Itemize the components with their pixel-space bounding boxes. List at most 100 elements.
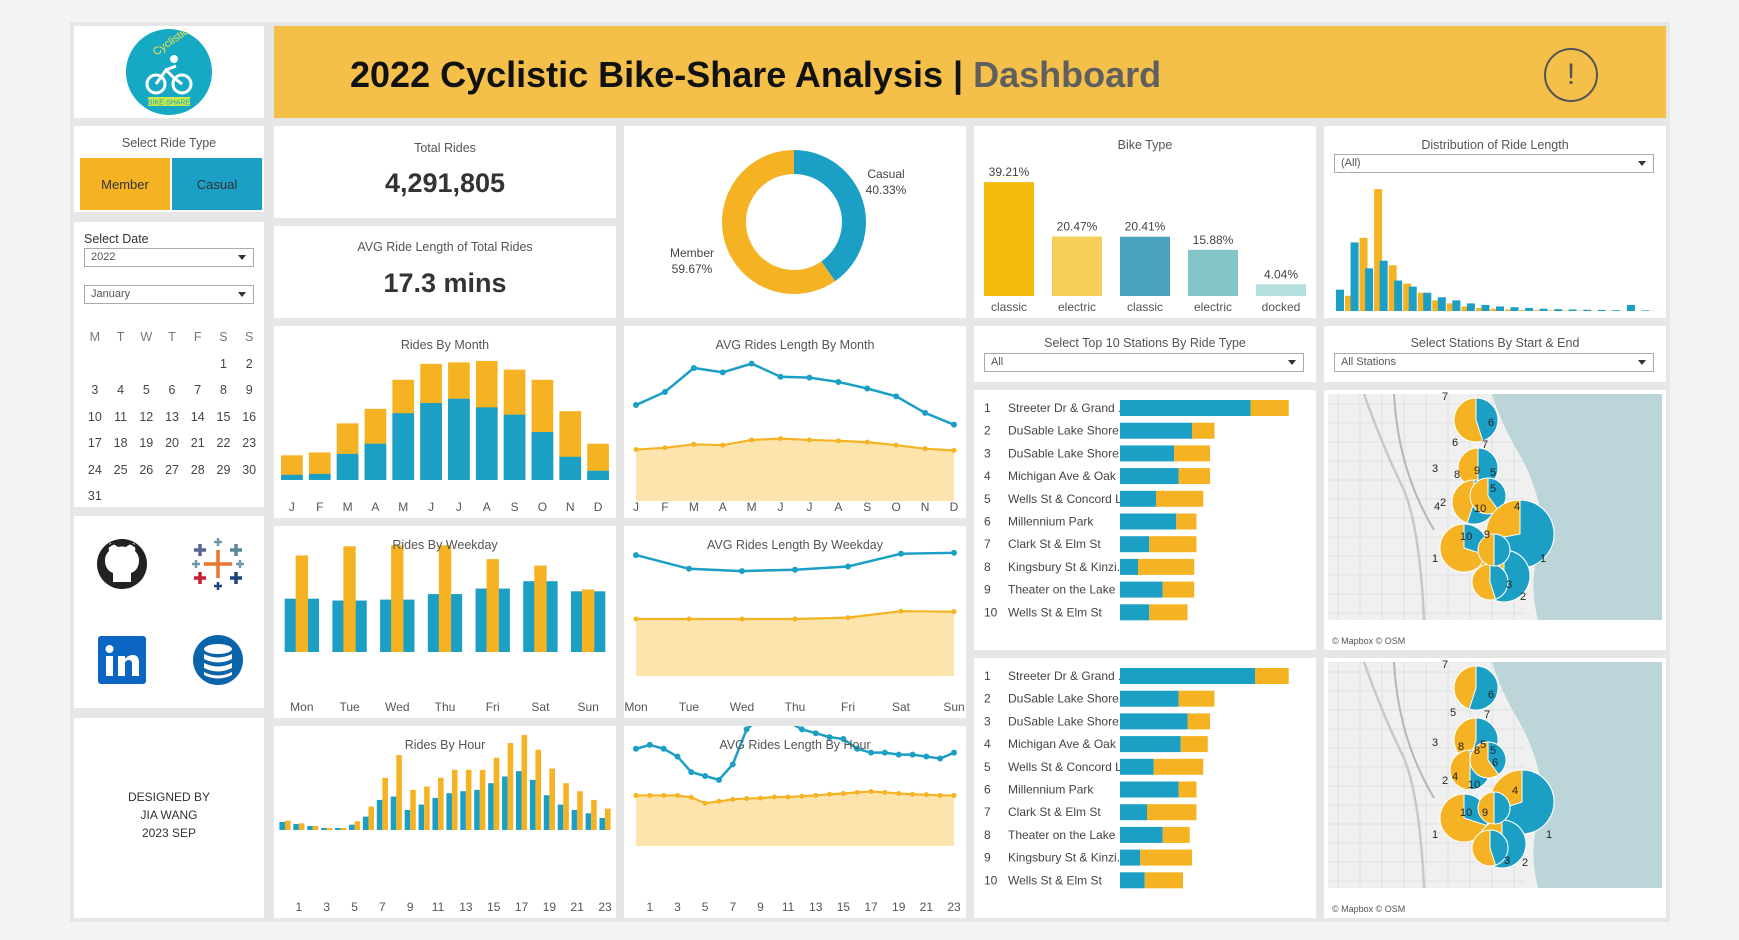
calendar-day[interactable]: 27 bbox=[165, 462, 179, 477]
member-point bbox=[771, 794, 777, 800]
station-rank: 6 bbox=[984, 783, 991, 797]
bike-type-bar bbox=[1256, 284, 1306, 296]
casual-line bbox=[635, 726, 955, 782]
calendar-day[interactable]: 21 bbox=[190, 436, 205, 451]
member-area bbox=[636, 611, 954, 676]
calendar-day[interactable]: 6 bbox=[168, 383, 176, 398]
avg-length-label: AVG Ride Length of Total Rides bbox=[357, 240, 533, 254]
x-tick-label: N bbox=[566, 500, 575, 514]
station-start-end-select[interactable]: All Stations bbox=[1334, 353, 1654, 372]
x-tick-label: F bbox=[316, 500, 323, 514]
calendar-week: 31 bbox=[82, 483, 262, 510]
casual-point bbox=[951, 421, 957, 428]
station-rank: 8 bbox=[984, 828, 991, 842]
x-tick-label: 9 bbox=[757, 900, 764, 914]
bike-type-data-label: 20.47% bbox=[1057, 220, 1098, 234]
calendar-day[interactable]: 14 bbox=[190, 409, 205, 424]
chevron-down-icon bbox=[1638, 360, 1646, 365]
casual-point bbox=[881, 749, 888, 756]
calendar-day[interactable]: 20 bbox=[165, 436, 179, 451]
calendar-day[interactable]: 23 bbox=[242, 436, 257, 451]
tableau-icon[interactable] bbox=[192, 538, 244, 590]
calendar-day[interactable]: 25 bbox=[113, 462, 128, 477]
calendar-day[interactable]: 9 bbox=[245, 383, 253, 398]
calendar-day[interactable]: 22 bbox=[216, 436, 231, 451]
calendar-day[interactable]: 2 bbox=[245, 356, 253, 371]
date-title: Select Date bbox=[84, 232, 149, 246]
calendar-day[interactable]: 15 bbox=[216, 409, 231, 424]
bar-casual bbox=[531, 432, 554, 480]
dashboard: Cyclistic BIKE-SHARE 2022 Cyclistic Bike… bbox=[70, 22, 1670, 922]
x-tick-label: 23 bbox=[947, 900, 961, 914]
calendar-day[interactable]: 16 bbox=[242, 409, 257, 424]
calendar-day[interactable]: 24 bbox=[87, 462, 102, 477]
station-ride-type-select[interactable]: All bbox=[984, 353, 1304, 372]
calendar-day[interactable]: 31 bbox=[87, 489, 102, 504]
linkedin-icon[interactable] bbox=[98, 636, 146, 684]
dist-bar-casual bbox=[1554, 309, 1563, 311]
dist-bar-casual bbox=[1597, 309, 1606, 311]
bar-casual bbox=[503, 414, 526, 480]
x-tick-label: A bbox=[483, 500, 491, 514]
month-select[interactable]: January bbox=[84, 285, 254, 304]
calendar-day[interactable]: 1 bbox=[219, 356, 227, 371]
calendar-day[interactable]: 18 bbox=[113, 436, 128, 451]
bar-casual bbox=[376, 799, 383, 830]
calendar-day[interactable]: 13 bbox=[165, 409, 179, 424]
member-button[interactable]: Member bbox=[80, 158, 170, 210]
casual-point bbox=[690, 364, 697, 371]
station-bar-member bbox=[1144, 872, 1183, 889]
avg-weekday-panel: AVG Rides Length By Weekday Mon Tue Wed Thu… bbox=[624, 526, 966, 718]
github-icon[interactable] bbox=[97, 539, 147, 589]
calendar-weekday: W bbox=[140, 330, 153, 345]
x-tick-label: 19 bbox=[892, 900, 906, 914]
info-button[interactable]: ! bbox=[1544, 48, 1598, 102]
bar-member bbox=[451, 769, 458, 830]
calendar-day[interactable]: 10 bbox=[87, 409, 102, 424]
casual-button[interactable]: Casual bbox=[172, 158, 262, 210]
page-subtitle: Dashboard bbox=[973, 54, 1162, 95]
calendar-day[interactable]: 17 bbox=[87, 436, 102, 451]
calendar-day[interactable]: 26 bbox=[139, 462, 154, 477]
x-tick-label: 11 bbox=[432, 900, 445, 914]
calendar-day[interactable]: 30 bbox=[242, 462, 257, 477]
casual-point bbox=[686, 565, 692, 572]
member-line bbox=[635, 437, 955, 452]
calendar-day[interactable]: 12 bbox=[139, 409, 154, 424]
dist-bar-casual bbox=[1336, 289, 1344, 311]
calendar-day[interactable]: 19 bbox=[139, 436, 154, 451]
member-point bbox=[633, 792, 639, 798]
member-point bbox=[835, 438, 841, 444]
casual-point bbox=[792, 566, 798, 573]
year-select[interactable]: 2022 bbox=[84, 248, 254, 267]
bar-member bbox=[465, 769, 472, 830]
calendar-day[interactable]: 29 bbox=[216, 462, 231, 477]
bar-casual bbox=[348, 824, 355, 830]
donut-label-name: Member bbox=[670, 246, 714, 260]
calendar-day[interactable]: 28 bbox=[190, 462, 205, 477]
calendar-day[interactable]: 8 bbox=[219, 383, 227, 398]
calendar-day[interactable]: 4 bbox=[117, 383, 125, 398]
map-attribution: © Mapbox © OSM bbox=[1332, 636, 1406, 646]
casual-point bbox=[923, 753, 930, 760]
database-icon[interactable] bbox=[193, 635, 243, 685]
station-bar-member bbox=[1162, 581, 1195, 598]
x-tick-label: Thu bbox=[785, 700, 806, 714]
ride-length-filter[interactable]: (All) bbox=[1334, 154, 1654, 173]
station-name: Kingsbury St & Kinzi.. bbox=[1008, 851, 1123, 865]
bar-casual bbox=[336, 453, 359, 480]
map-station-label: 4 bbox=[1512, 785, 1518, 797]
x-tick-label: 13 bbox=[459, 900, 473, 914]
station-name: Millennium Park bbox=[1008, 783, 1094, 797]
calendar-day[interactable]: 3 bbox=[91, 383, 99, 398]
calendar-day[interactable]: 11 bbox=[114, 409, 128, 424]
station-name: DuSable Lake Shore .. bbox=[1008, 714, 1129, 728]
member-point bbox=[647, 792, 653, 798]
calendar-day[interactable]: 5 bbox=[142, 383, 150, 398]
calendar-day[interactable]: 7 bbox=[194, 383, 202, 398]
top-start-stations-chart: 1 Streeter Dr & Grand .. 2 DuSable Lake Sho… bbox=[984, 400, 1289, 621]
